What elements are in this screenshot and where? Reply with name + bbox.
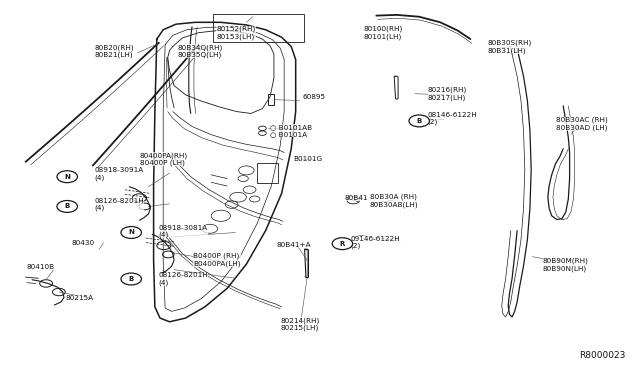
Text: 80B90M(RH)
80B90N(LH): 80B90M(RH) 80B90N(LH) [543, 258, 589, 272]
Text: N: N [128, 230, 134, 235]
Text: 08918-3081A
(4): 08918-3081A (4) [159, 225, 208, 238]
Text: 80B30A (RH)
80B30AB(LH): 80B30A (RH) 80B30AB(LH) [370, 194, 419, 208]
Text: 80B34Q(RH)
80B35Q(LH): 80B34Q(RH) 80B35Q(LH) [178, 44, 223, 58]
Text: N: N [64, 174, 70, 180]
Bar [213, 14, 304, 42]
Text: B0400P (RH)
B0400PA(LH): B0400P (RH) B0400PA(LH) [193, 253, 241, 267]
Text: 80430: 80430 [72, 240, 95, 246]
Text: R: R [340, 241, 345, 247]
Text: 80B41: 80B41 [344, 195, 368, 201]
Text: B0101G: B0101G [293, 156, 323, 162]
Text: R8000023: R8000023 [580, 351, 626, 360]
Text: 80214(RH)
80215(LH): 80214(RH) 80215(LH) [280, 317, 319, 331]
Text: B: B [129, 276, 134, 282]
Circle shape [121, 227, 141, 238]
Text: B: B [417, 118, 422, 124]
Bar [257, 163, 278, 183]
Text: 80B30S(RH)
80B31(LH): 80B30S(RH) 80B31(LH) [488, 39, 532, 54]
Text: 80410B: 80410B [27, 264, 55, 270]
Circle shape [332, 238, 353, 250]
Circle shape [57, 171, 77, 183]
Circle shape [121, 273, 141, 285]
Text: 80B41+A: 80B41+A [276, 242, 311, 248]
Circle shape [409, 115, 429, 127]
Text: 80400PA(RH)
80400P (LH): 80400PA(RH) 80400P (LH) [140, 152, 188, 166]
Text: 08126-8201H
(4): 08126-8201H (4) [95, 198, 145, 211]
Text: 80B20(RH)
80B21(LH): 80B20(RH) 80B21(LH) [95, 44, 134, 58]
Text: 60895: 60895 [302, 94, 325, 100]
Bar [268, 94, 274, 105]
Text: 80216(RH)
80217(LH): 80216(RH) 80217(LH) [428, 87, 467, 101]
Text: 80100(RH)
80101(LH): 80100(RH) 80101(LH) [364, 26, 403, 40]
Text: 08146-6122H
(2): 08146-6122H (2) [428, 112, 477, 125]
Text: 80215A: 80215A [65, 295, 93, 301]
Text: B: B [65, 203, 70, 209]
Text: 08918-3091A
(4): 08918-3091A (4) [95, 167, 144, 181]
Text: ○ B0101AB
○ B0101A: ○ B0101AB ○ B0101A [270, 125, 312, 137]
Text: 08126-8201H
(4): 08126-8201H (4) [159, 272, 209, 286]
Text: 80152(RH)
80153(LH): 80152(RH) 80153(LH) [216, 26, 255, 40]
Text: 09146-6122H
(2): 09146-6122H (2) [351, 236, 401, 249]
Circle shape [57, 201, 77, 212]
Text: 80B30AC (RH)
80B30AD (LH): 80B30AC (RH) 80B30AD (LH) [556, 116, 607, 131]
